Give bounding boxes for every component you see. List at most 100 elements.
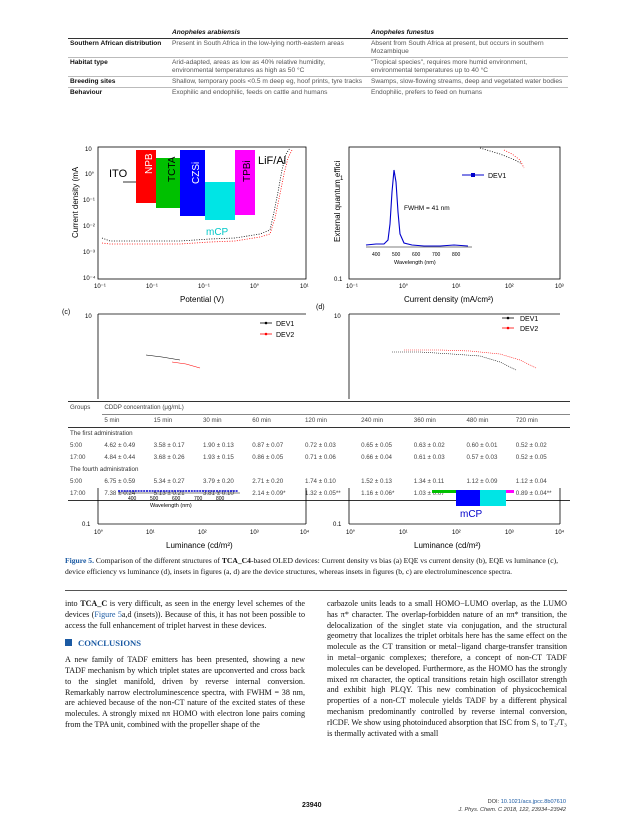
table-row: Southern African distribution Present in… <box>70 40 544 55</box>
groups-header: Groups <box>68 401 103 415</box>
panel-b-xlabel: Current density (mA/cm²) <box>404 295 494 304</box>
column-header: 720 min <box>513 414 570 428</box>
inset-x-tick: 700 <box>432 252 441 258</box>
eqe-lum-dev2 <box>171 361 201 369</box>
x-tick-label: 10¹ <box>300 284 309 290</box>
inset-x-tick: 800 <box>216 496 225 502</box>
column-header: 5 min <box>102 414 152 428</box>
x-tick-label: 10° <box>250 284 260 290</box>
x-tick-label: 10² <box>452 530 461 536</box>
column-header: 60 min <box>250 414 303 428</box>
layer-label-czsi: CZSi <box>191 162 202 184</box>
eqe-curve-dev2 <box>503 149 525 169</box>
caption-divider <box>65 590 567 591</box>
inset-x-tick: 800 <box>452 252 461 258</box>
y-tick-label: 10⁻² <box>83 224 95 230</box>
column-header: 15 min <box>151 414 201 428</box>
x-tick-label: 10³ <box>250 530 259 536</box>
mcp-label: mCP <box>460 509 483 520</box>
x-tick-label: 10° <box>399 284 409 290</box>
section-title: The first administration <box>70 430 133 437</box>
y-tick-label: 10⁻⁴ <box>83 275 96 282</box>
x-tick-label: 10° <box>346 530 356 536</box>
y-tick-label: 10 <box>85 314 92 320</box>
layer-label-npb: NPB <box>144 153 155 174</box>
layer-tpbi-bar <box>506 490 514 493</box>
panel-c: (c) (d) 10 DEV1 DEV2 <box>62 304 325 400</box>
mcp-label: mCP <box>206 227 229 238</box>
y-tick-label: 0.1 <box>333 522 342 528</box>
y-tick-label: 0.1 <box>334 277 343 283</box>
x-tick-label: 10⁻¹ <box>146 284 158 290</box>
inset-xlabel: Wavelength (nm) <box>394 260 436 266</box>
y-tick-label: 10⁻¹ <box>83 198 95 204</box>
oled-figure-bottom: 400 500 600 700 800 Wavelength (nm) 0.1 … <box>82 488 565 550</box>
figure-label: Figure 5. <box>65 556 94 565</box>
panel-c-xlabel: Luminance (cd/m²) <box>166 541 233 550</box>
fwhm-annotation: FWHM = 41 nm <box>404 205 450 212</box>
inset-x-tick: 400 <box>372 252 381 258</box>
layer-tpbi-bar <box>235 150 255 215</box>
layer-label-tpbi: TPBi <box>242 160 253 182</box>
inset-x-tick: 600 <box>172 496 181 502</box>
panel-d-label: (d) <box>316 304 325 311</box>
x-tick-label: 10¹ <box>452 284 461 290</box>
column-header: 360 min <box>411 414 465 428</box>
col-header-funestus: Anopheles funestus <box>368 28 568 39</box>
doi-link[interactable]: 10.1021/acs.jpcc.8b07610 <box>500 799 566 805</box>
figure-link[interactable]: Figure 5 <box>94 609 122 619</box>
x-tick-label: 10³ <box>555 284 564 290</box>
x-tick-label: 10³ <box>505 530 514 536</box>
y-tick-label: 0.1 <box>82 522 91 528</box>
panel-b-ylabel: External quantum effici <box>333 161 342 242</box>
iv-curve-black <box>101 147 291 242</box>
x-tick-label: 10⁴ <box>555 529 565 536</box>
table-row: Behaviour Exophilic and endophilic, feed… <box>68 87 568 98</box>
x-tick-label: 10⁴ <box>300 529 310 536</box>
species-comparison-table: Anopheles arabiensis Anopheles funestus … <box>68 28 568 98</box>
panel-d: 10 DEV1 DEV2 <box>334 313 560 400</box>
x-tick-label: 10¹ <box>399 530 408 536</box>
x-tick-label: 10⁻¹ <box>198 284 210 290</box>
eff-lum-dev2 <box>404 349 537 369</box>
x-tick-label: 10² <box>505 284 514 290</box>
eff-lum-dev1 <box>392 351 517 371</box>
x-tick-label: 10⁻¹ <box>94 284 106 290</box>
paragraph: A new family of TADF emitters has been p… <box>65 655 305 729</box>
figure-caption: Figure 5. Comparison of the different st… <box>65 556 559 576</box>
eqe-curve-dev1 <box>479 147 523 165</box>
column-header: 240 min <box>359 414 412 428</box>
paragraph: carbazole units leads to a small HOMO−LU… <box>327 599 567 738</box>
layer-czsi-bar <box>456 490 480 506</box>
inset-x-tick: 600 <box>412 252 421 258</box>
layer-tcta-bar <box>156 158 180 208</box>
column-header: 30 min <box>200 414 251 428</box>
y-tick-label: 10 <box>85 147 92 153</box>
panel-d-xlabel: Luminance (cd/m²) <box>414 541 481 550</box>
right-column: carbazole units leads to a small HOMO−LU… <box>327 599 567 739</box>
section-square-icon <box>65 639 72 647</box>
y-tick-label: 10⁻³ <box>83 250 95 256</box>
panel-a: ITO NPB TCTA CZSi TPBi LiF/Al mCP Curren… <box>71 146 309 304</box>
legend-dev2: DEV2 <box>520 326 538 333</box>
y-tick-label: 10° <box>85 172 95 178</box>
column-header: 480 min <box>464 414 514 428</box>
footer-doi: DOI: 10.1021/acs.jpcc.8b07610 J. Phys. C… <box>458 799 566 813</box>
left-column: into TCA_C is very difficult, as seen in… <box>65 599 305 731</box>
cddp-table: Groups CDDP concentration (μg/mL) 5 min … <box>68 401 570 501</box>
inset-xlabel: Wavelength (nm) <box>150 503 192 509</box>
inset-x-tick: 400 <box>128 496 137 502</box>
legend-dev2: DEV2 <box>276 332 294 339</box>
page-number: 23940 <box>302 802 322 809</box>
x-tick-label: 10² <box>198 530 207 536</box>
legend-dev1: DEV1 <box>276 321 294 328</box>
layer-label-tcta: TCTA <box>167 156 178 182</box>
panel-c-label: (c) <box>62 309 70 316</box>
cddp-header: CDDP concentration (μg/mL) <box>102 401 570 415</box>
panel-a-xlabel: Potential (V) <box>180 295 224 304</box>
layer-mcp-bar <box>205 182 235 220</box>
section-title: The fourth administration <box>70 466 139 473</box>
table-row: 5:00 6.75 ± 0.59 5.34 ± 0.27 3.79 ± 0.20… <box>70 478 547 485</box>
layer-label-ito: ITO <box>109 168 128 180</box>
y-tick-label: 10 <box>334 314 341 320</box>
